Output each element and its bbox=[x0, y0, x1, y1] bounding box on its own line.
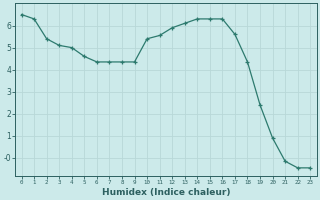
X-axis label: Humidex (Indice chaleur): Humidex (Indice chaleur) bbox=[102, 188, 230, 197]
